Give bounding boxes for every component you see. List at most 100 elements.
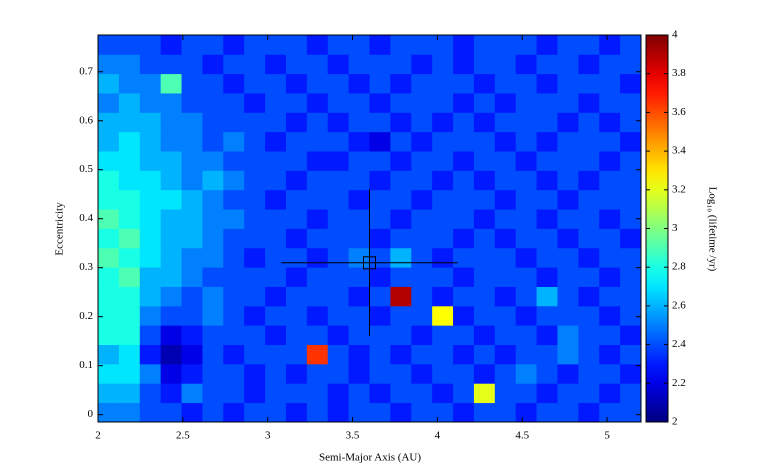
heatmap-cell — [139, 73, 162, 94]
heatmap-cell — [285, 209, 308, 229]
heatmap-cell — [515, 35, 537, 55]
heatmap-cell — [432, 131, 454, 152]
heatmap-cell — [473, 267, 496, 287]
heatmap-cell — [118, 286, 141, 307]
heatmap-cell — [160, 402, 182, 423]
heatmap-cell — [536, 73, 558, 94]
heatmap-cell — [139, 189, 162, 210]
heatmap-cell — [348, 73, 370, 94]
heatmap-cell — [181, 344, 203, 365]
heatmap-cell — [327, 209, 350, 229]
heatmap-cell — [599, 170, 621, 191]
heatmap-cell — [599, 228, 621, 249]
heatmap-cell — [139, 344, 162, 365]
heatmap-cell — [98, 151, 120, 171]
heatmap-cell — [494, 170, 517, 191]
heatmap-cell — [390, 73, 412, 94]
heatmap-cell — [327, 305, 350, 326]
heatmap-cell — [285, 151, 308, 171]
heatmap-cell — [139, 54, 162, 75]
heatmap-cell — [285, 344, 308, 365]
heatmap-cell — [453, 228, 475, 249]
heatmap-cell — [390, 54, 412, 75]
heatmap-cell — [494, 35, 517, 55]
heatmap-cell — [223, 305, 245, 326]
heatmap-cell — [557, 112, 579, 133]
heatmap-cell — [160, 267, 182, 287]
heatmap-cell — [139, 286, 162, 307]
heatmap-cell — [181, 189, 203, 210]
heatmap-cell — [139, 35, 162, 55]
y-tick-label: 0.1 — [79, 359, 93, 371]
heatmap-cell — [98, 73, 120, 94]
heatmap-cell — [536, 325, 558, 345]
heatmap-cell — [244, 363, 266, 384]
heatmap-cell — [620, 247, 642, 268]
heatmap-cell — [369, 247, 391, 268]
heatmap-cell — [515, 286, 537, 307]
colorbar-tick-label: 3.2 — [672, 183, 686, 195]
heatmap-cell — [139, 170, 162, 191]
heatmap-cell — [285, 383, 308, 404]
colorbar-tick-label: 2.8 — [672, 261, 686, 273]
heatmap-cell — [599, 267, 621, 287]
heatmap-cell — [515, 363, 537, 384]
heatmap-cell — [265, 267, 287, 287]
heatmap-cell — [98, 344, 120, 365]
heatmap-cell — [327, 112, 350, 133]
heatmap-cell — [285, 93, 308, 113]
heatmap-cell — [202, 112, 224, 133]
heatmap-cell — [578, 73, 600, 94]
heatmap-cell — [599, 93, 621, 113]
heatmap-cell — [244, 286, 266, 307]
heatmap-cell — [181, 383, 203, 404]
heatmap-cell — [432, 209, 454, 229]
heatmap-cell — [118, 151, 141, 171]
heatmap-cell — [327, 35, 350, 55]
heatmap-cell — [557, 305, 579, 326]
heatmap-cell — [578, 189, 600, 210]
heatmap-cell — [494, 305, 517, 326]
heatmap-cell — [620, 363, 642, 384]
heatmap-cell — [578, 54, 600, 75]
heatmap-cell — [494, 383, 517, 404]
point-marker — [363, 256, 376, 270]
heatmap-cell — [473, 93, 496, 113]
heatmap-cell — [306, 383, 329, 404]
heatmap-cell — [557, 35, 579, 55]
heatmap-cell — [494, 112, 517, 133]
heatmap-cell — [160, 383, 182, 404]
heatmap-cell — [160, 344, 182, 365]
heatmap-cell — [265, 247, 287, 268]
heatmap-cell — [98, 189, 120, 210]
heatmap-cell — [515, 383, 537, 404]
heatmap-cell — [181, 112, 203, 133]
heatmap-cell — [432, 93, 454, 113]
heatmap-cell — [139, 151, 162, 171]
heatmap-cell — [202, 93, 224, 113]
heatmap-cell — [369, 170, 391, 191]
heatmap-cell — [265, 170, 287, 191]
heatmap-cell — [432, 35, 454, 55]
heatmap-cell — [306, 189, 329, 210]
heatmap-cell — [202, 189, 224, 210]
heatmap-cell — [494, 189, 517, 210]
heatmap-cell — [411, 267, 433, 287]
heatmap-cell — [244, 73, 266, 94]
heatmap-cell — [306, 344, 329, 365]
heatmap-cell — [98, 286, 120, 307]
y-tick-label: 0.3 — [79, 261, 93, 273]
heatmap-cell — [620, 267, 642, 287]
heatmap-cell — [285, 54, 308, 75]
heatmap-cell — [244, 54, 266, 75]
heatmap-cell — [620, 189, 642, 210]
heatmap-cell — [223, 402, 245, 423]
heatmap-cell — [599, 344, 621, 365]
heatmap-cell — [432, 363, 454, 384]
heatmap-cell — [620, 73, 642, 94]
colorbar-tick-label: 3.8 — [672, 67, 686, 79]
heatmap-cell — [369, 228, 391, 249]
y-tick-label: 0.4 — [79, 212, 93, 224]
heatmap-cell — [202, 267, 224, 287]
heatmap-cell — [473, 402, 496, 423]
